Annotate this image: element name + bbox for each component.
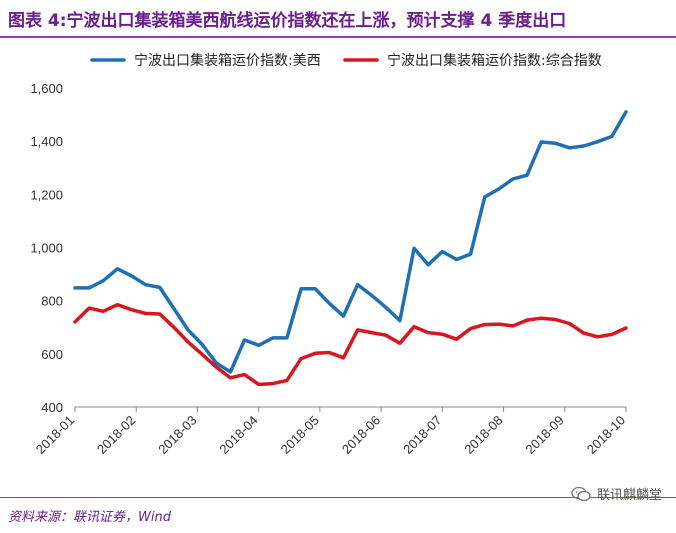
series-line-1 <box>73 110 628 374</box>
wechat-icon <box>571 486 591 501</box>
y-axis: 400 600 800 1,000 1,200 1,400 1,600 <box>30 81 63 415</box>
y-tick-label: 400 <box>41 400 63 415</box>
chart-legend: 宁波出口集装箱运价指数:美西 宁波出口集装箱运价指数:综合指数 <box>90 52 602 69</box>
title-bar: 图表 4:宁波出口集装箱美西航线运价指数还在上涨，预计支撑 4 季度出口 <box>0 0 676 36</box>
page-title: 图表 4:宁波出口集装箱美西航线运价指数还在上涨，预计支撑 4 季度出口 <box>8 11 567 31</box>
watermark: 联讯麒麟堂 <box>571 484 662 503</box>
x-tick-label: 2018-06 <box>339 413 383 457</box>
x-tick-label: 2018-05 <box>278 413 322 457</box>
x-tick-label: 2018-07 <box>400 413 444 457</box>
watermark-text: 联讯麒麟堂 <box>596 488 662 503</box>
y-tick-label: 800 <box>41 294 63 309</box>
source-note: 资料来源：联讯证券，Wind <box>8 510 171 525</box>
line-chart: 宁波出口集装箱运价指数:美西 宁波出口集装箱运价指数:综合指数 400 600 800… <box>30 52 628 457</box>
series-line-2 <box>73 302 628 387</box>
x-tick-label: 2018-04 <box>216 413 260 457</box>
legend-label-2: 宁波出口集装箱运价指数:综合指数 <box>387 52 602 69</box>
title-divider <box>0 36 676 38</box>
x-tick-label: 2018-03 <box>155 413 199 457</box>
x-tick-label: 2018-01 <box>33 413 77 457</box>
footer-divider <box>0 497 676 498</box>
y-tick-label: 1,000 <box>30 241 63 256</box>
legend-label-1: 宁波出口集装箱运价指数:美西 <box>134 52 321 69</box>
y-tick-label: 1,400 <box>30 134 63 149</box>
x-tick-label: 2018-10 <box>584 413 628 457</box>
x-tick-label: 2018-08 <box>461 413 505 457</box>
plot-area <box>73 110 628 387</box>
y-tick-label: 600 <box>41 347 63 362</box>
y-tick-label: 1,600 <box>30 81 63 96</box>
x-tick-label: 2018-09 <box>523 413 567 457</box>
x-axis: 2018-01 2018-02 2018-03 2018-04 2018-05 2018-… <box>33 406 628 457</box>
x-tick-label: 2018-02 <box>94 413 138 457</box>
y-tick-label: 1,200 <box>30 187 63 202</box>
